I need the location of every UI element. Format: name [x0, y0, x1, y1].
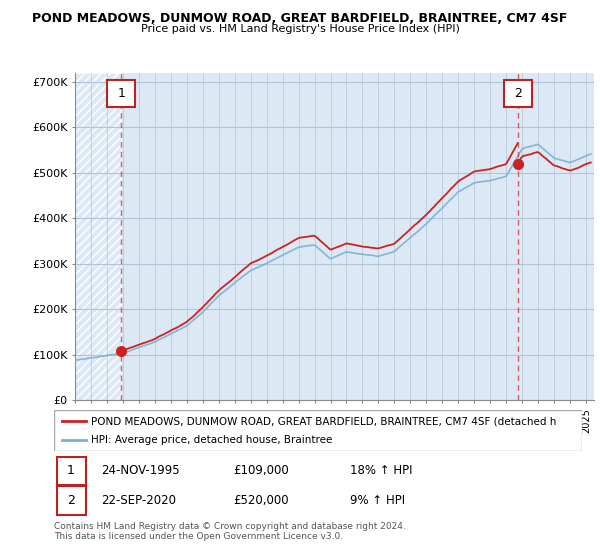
Text: 9% ↑ HPI: 9% ↑ HPI [350, 494, 405, 507]
Text: Price paid vs. HM Land Registry's House Price Index (HPI): Price paid vs. HM Land Registry's House … [140, 24, 460, 34]
Text: 22-SEP-2020: 22-SEP-2020 [101, 494, 176, 507]
Text: HPI: Average price, detached house, Braintree: HPI: Average price, detached house, Brai… [91, 435, 332, 445]
Text: POND MEADOWS, DUNMOW ROAD, GREAT BARDFIELD, BRAINTREE, CM7 4SF: POND MEADOWS, DUNMOW ROAD, GREAT BARDFIE… [32, 12, 568, 25]
FancyBboxPatch shape [56, 487, 86, 515]
Text: 2: 2 [67, 494, 75, 507]
FancyBboxPatch shape [503, 80, 532, 107]
Text: 2: 2 [514, 87, 521, 100]
Text: 18% ↑ HPI: 18% ↑ HPI [350, 464, 412, 478]
Text: £109,000: £109,000 [233, 464, 289, 478]
Text: 1: 1 [67, 464, 75, 478]
Text: £520,000: £520,000 [233, 494, 289, 507]
FancyBboxPatch shape [107, 80, 136, 107]
FancyBboxPatch shape [56, 457, 86, 485]
Text: 24-NOV-1995: 24-NOV-1995 [101, 464, 180, 478]
Text: POND MEADOWS, DUNMOW ROAD, GREAT BARDFIELD, BRAINTREE, CM7 4SF (detached h: POND MEADOWS, DUNMOW ROAD, GREAT BARDFIE… [91, 417, 556, 426]
Text: 1: 1 [118, 87, 125, 100]
Text: Contains HM Land Registry data © Crown copyright and database right 2024.
This d: Contains HM Land Registry data © Crown c… [54, 522, 406, 542]
